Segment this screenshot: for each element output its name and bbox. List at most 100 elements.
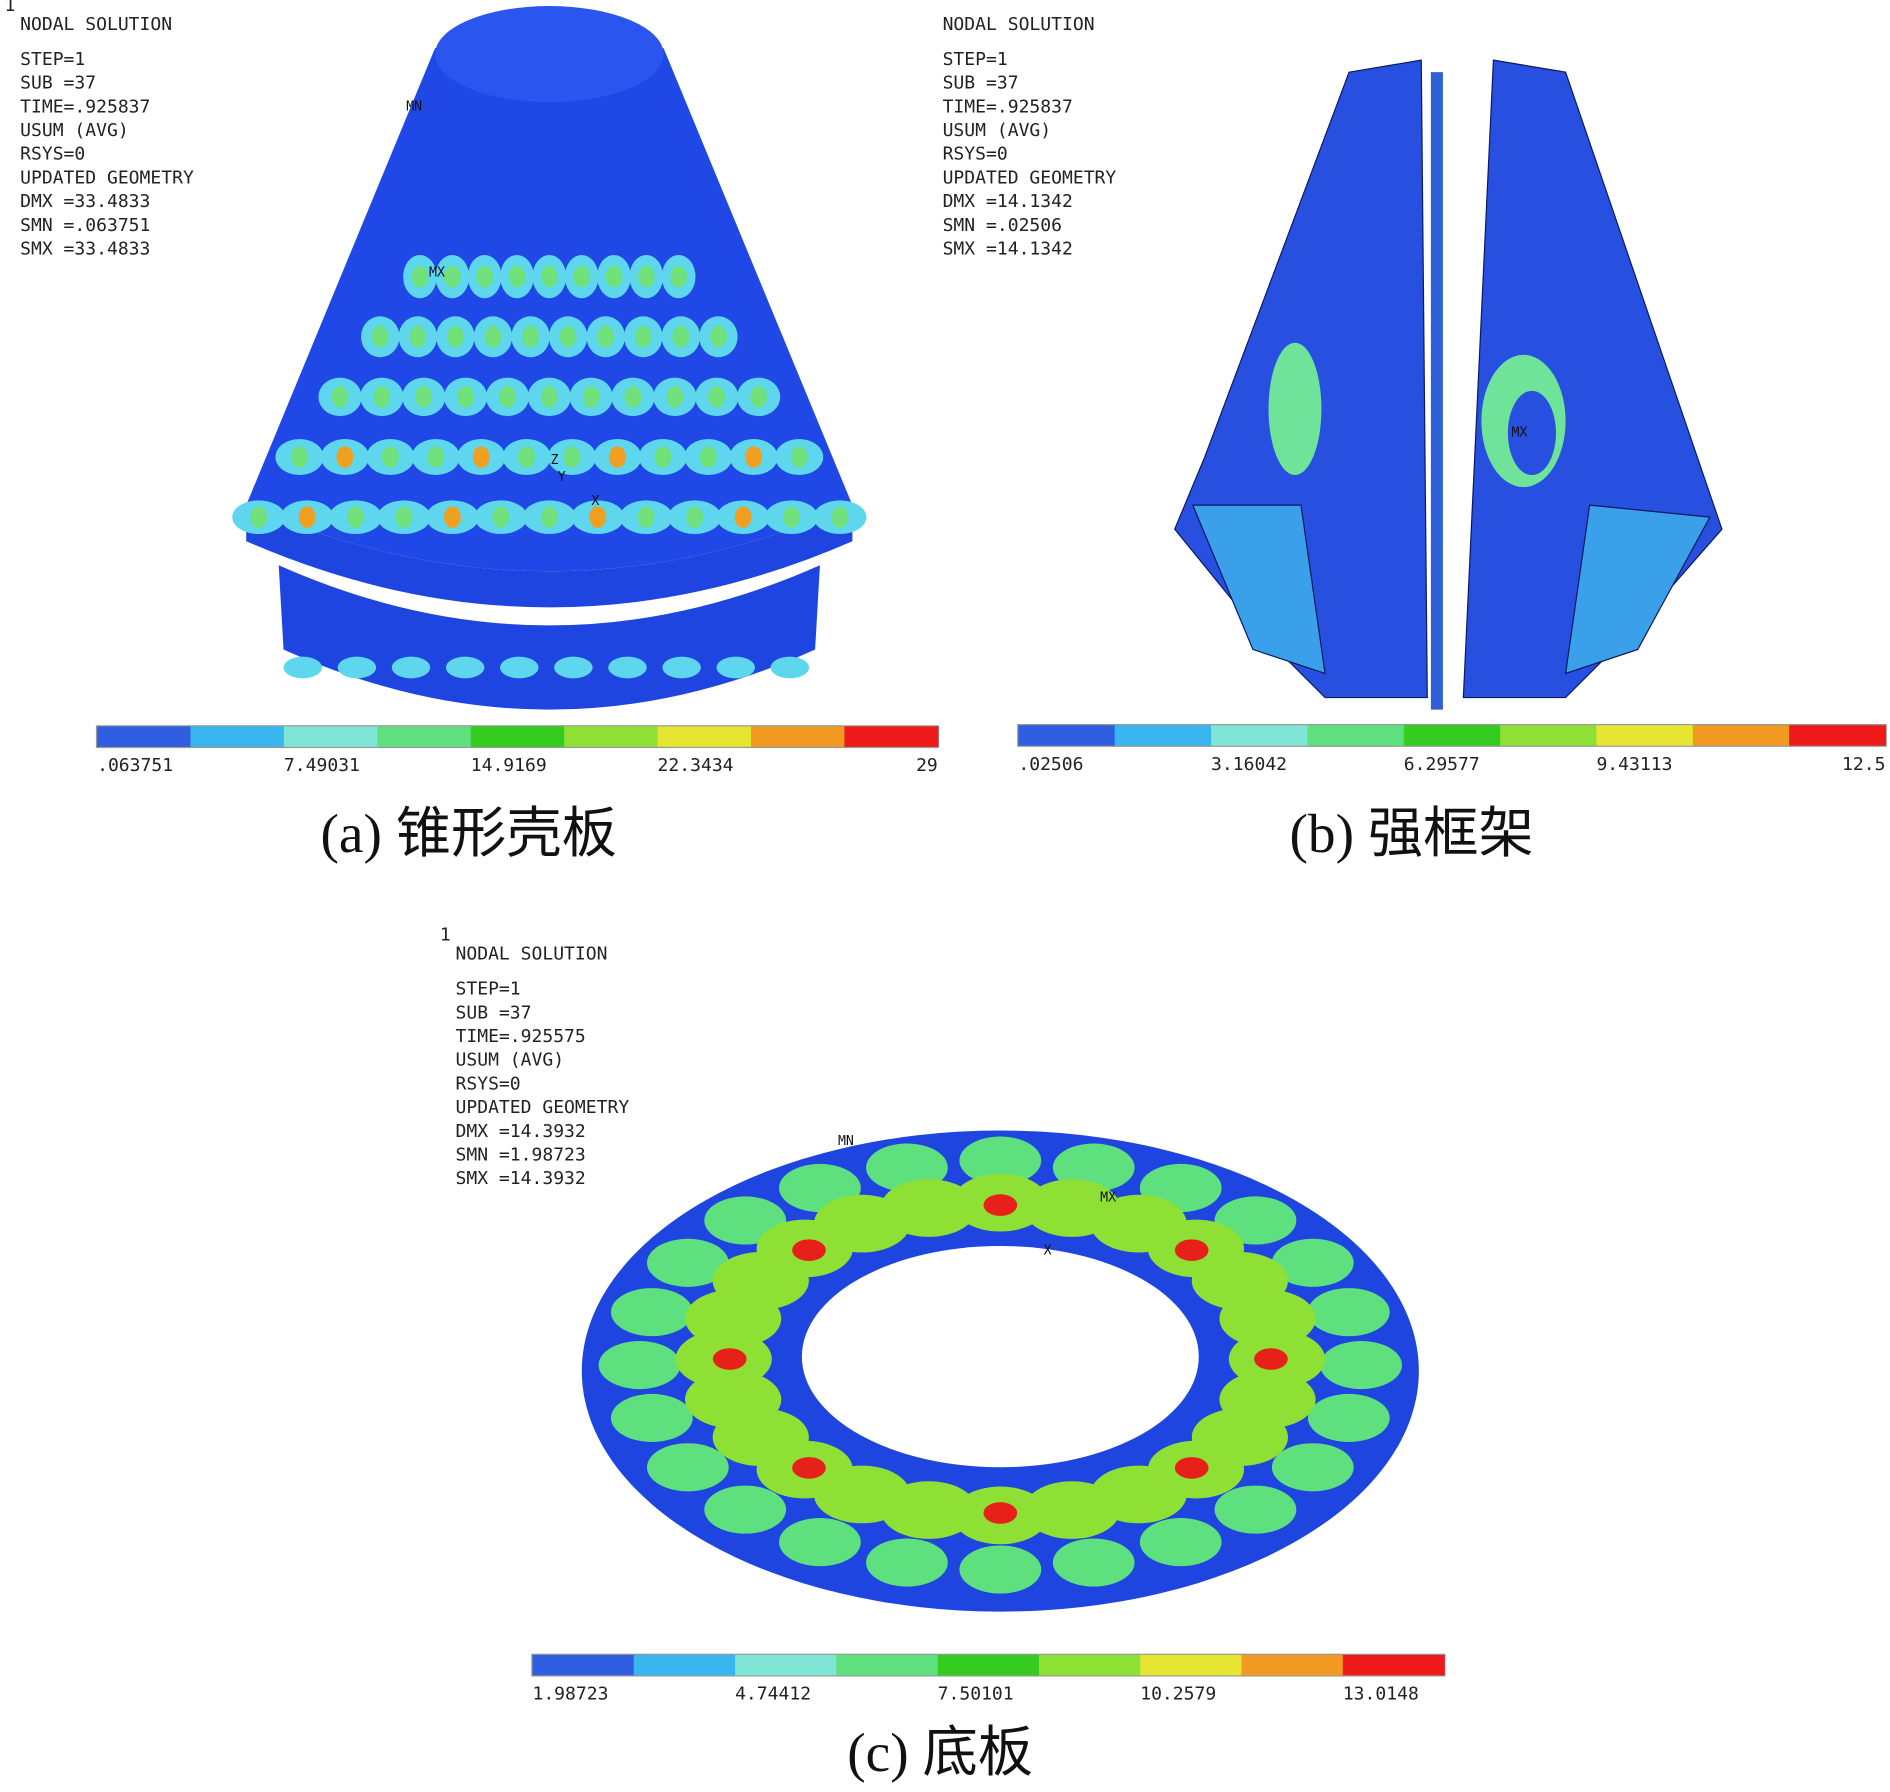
spot-core [499, 386, 516, 408]
info-line: SMN =.02506 [943, 215, 1062, 236]
info-line: STEP=1 [20, 49, 85, 70]
patch [646, 1443, 729, 1492]
spot [662, 656, 701, 679]
spot-core [589, 506, 607, 528]
patch [880, 1179, 977, 1237]
spot-core [484, 325, 502, 348]
marker-label: Y [558, 470, 566, 485]
info-line: SMX =14.3932 [456, 1168, 586, 1189]
hot [712, 1348, 747, 1370]
patch [866, 1538, 948, 1587]
spot-core [634, 325, 652, 348]
spot-core [411, 265, 429, 288]
cone-render [232, 6, 867, 710]
hot [792, 1239, 826, 1262]
spot-core [331, 386, 349, 408]
spot-core [597, 325, 615, 348]
colorbar-segment [564, 726, 659, 747]
info-line: NODAL SOLUTION [20, 14, 172, 35]
colorbar-segment [937, 1654, 1040, 1676]
colorbar-segment [750, 726, 845, 747]
info-line: UPDATED GEOMETRY [20, 167, 194, 188]
info-line: DMX =33.4833 [20, 191, 150, 212]
spot-core [666, 386, 684, 408]
patch [1271, 1443, 1354, 1492]
spot-core [563, 446, 581, 468]
patch [598, 1340, 681, 1390]
spot-core [446, 325, 464, 348]
caption: (c) 底板 [847, 1722, 1033, 1783]
info-line: RSYS=0 [943, 144, 1008, 165]
colorbar-label: 9.43113 [1596, 754, 1672, 775]
patch [779, 1518, 861, 1567]
hot [1254, 1348, 1288, 1370]
spot-core [409, 325, 427, 348]
colorbar-label: 10.2579 [1140, 1684, 1216, 1705]
marker-label: X [1044, 1243, 1052, 1258]
spot-core [670, 265, 688, 288]
colorbar-segment [470, 726, 565, 747]
info-line: TIME=.925837 [20, 96, 150, 117]
info-line: SMN =.063751 [20, 215, 150, 236]
patch [610, 1288, 693, 1337]
colorbar-segment [657, 726, 752, 747]
marker-label: MX [1100, 1190, 1116, 1205]
spot-core [444, 506, 461, 528]
spot-core [790, 446, 808, 468]
patch [1139, 1518, 1222, 1567]
hot [983, 1502, 1018, 1524]
colorbar-label: 7.50101 [938, 1684, 1014, 1705]
colorbar-segment [1692, 725, 1790, 746]
colorbar-label: 29 [916, 755, 938, 776]
info-line: TIME=.925837 [943, 96, 1073, 117]
info-line: SMN =1.98723 [456, 1144, 586, 1165]
patch [959, 1545, 1042, 1594]
spot-core [395, 506, 413, 528]
info-line: NODAL SOLUTION [943, 14, 1095, 35]
info-line: SMX =14.1342 [943, 238, 1073, 259]
spot-core [518, 446, 536, 468]
colorbar-segment [1038, 1654, 1141, 1676]
spot-core [291, 446, 308, 468]
colorbar-segment [1342, 1654, 1445, 1676]
colorbar-segment [283, 726, 378, 747]
spot-core [250, 506, 268, 528]
spot-core [582, 386, 600, 408]
spot-core [699, 446, 717, 468]
spot [608, 656, 647, 679]
spot [716, 656, 755, 679]
colorbar-segment [735, 1654, 837, 1676]
info-line: SMX =33.4833 [20, 238, 150, 259]
spot [391, 656, 431, 679]
info-line: SUB =37 [20, 73, 96, 94]
spot-core [540, 506, 558, 528]
spot-core [734, 506, 752, 528]
patch [610, 1393, 693, 1443]
patch [704, 1485, 787, 1534]
info-line: UPDATED GEOMETRY [943, 167, 1117, 188]
spot [283, 656, 323, 679]
spot-core [347, 506, 364, 528]
spot-core [540, 386, 558, 408]
patch [1052, 1538, 1135, 1587]
spot [554, 656, 593, 679]
marker-label: MN [838, 1134, 854, 1149]
colorbar-label: 14.9169 [471, 755, 547, 776]
colorbar-label: 3.16042 [1211, 754, 1287, 775]
colorbar-segment [1596, 725, 1694, 746]
spot-core [381, 446, 399, 468]
patch [646, 1238, 729, 1287]
corner-label: 1 [440, 924, 451, 945]
spot-core [492, 506, 510, 528]
colorbar-segment [1241, 1654, 1344, 1676]
colorbar-label: .02506 [1018, 754, 1083, 775]
info-line: STEP=1 [943, 49, 1008, 70]
spot-core [373, 386, 391, 408]
spot-core [686, 506, 704, 528]
spot-core [457, 386, 475, 408]
colorbar-segment [836, 1654, 939, 1676]
colorbar-label: .063751 [97, 755, 173, 776]
spot-core [540, 265, 558, 288]
info-line: USUM (AVG) [943, 120, 1052, 141]
